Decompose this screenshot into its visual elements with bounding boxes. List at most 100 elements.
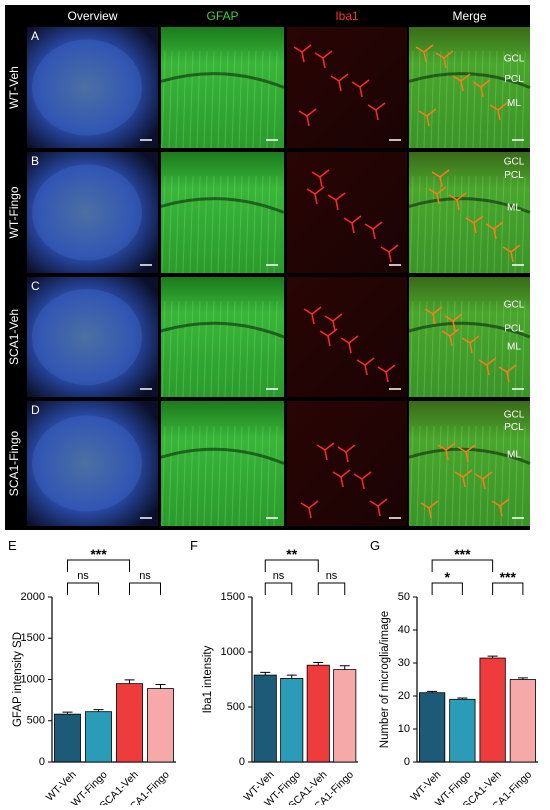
microglia xyxy=(353,471,372,490)
micrograph xyxy=(409,27,530,148)
fiber xyxy=(252,176,257,274)
fiber xyxy=(472,51,477,149)
fiber xyxy=(521,51,526,149)
column-header: Iba1 xyxy=(335,9,359,23)
fiber xyxy=(224,425,229,527)
panel-letter: F xyxy=(190,538,198,553)
panel-letter: E xyxy=(8,538,17,553)
y-tick-label: 30 xyxy=(398,657,410,669)
fiber xyxy=(245,51,250,149)
significance-label: *** xyxy=(90,546,107,562)
microglia xyxy=(356,357,375,376)
fiber xyxy=(182,300,187,398)
fiber xyxy=(479,176,484,274)
micrograph xyxy=(409,277,530,397)
significance-label: *** xyxy=(454,546,471,562)
bar xyxy=(306,664,330,763)
fiber xyxy=(196,176,201,274)
fiber xyxy=(259,51,264,149)
fiber xyxy=(238,51,243,149)
fiber xyxy=(210,300,215,398)
fiber xyxy=(245,425,250,527)
fiber xyxy=(259,300,264,398)
fiber xyxy=(507,176,512,274)
error-bar xyxy=(339,665,350,670)
fiber xyxy=(189,176,194,274)
microglia xyxy=(457,444,476,463)
significance-label: *** xyxy=(500,569,517,585)
fiber xyxy=(493,300,498,398)
microglia xyxy=(489,102,508,121)
fiber xyxy=(238,425,243,527)
fiber xyxy=(196,300,201,398)
fiber xyxy=(451,176,456,274)
fiber xyxy=(224,51,229,149)
bar xyxy=(85,711,112,763)
microglia xyxy=(472,79,491,98)
fiber xyxy=(231,425,236,527)
layer-label: ML xyxy=(507,98,521,109)
significance-bracket xyxy=(492,582,524,595)
fiber xyxy=(217,425,222,527)
bar xyxy=(333,669,357,763)
fiber xyxy=(252,51,257,149)
fiber xyxy=(416,300,421,398)
fiber xyxy=(521,300,526,398)
micrograph xyxy=(287,27,407,148)
fiber xyxy=(259,425,264,527)
fiber xyxy=(217,300,222,398)
fiber xyxy=(409,300,414,398)
y-tick-label: 2000 xyxy=(21,591,45,603)
layer-label: ML xyxy=(507,202,521,213)
fiber xyxy=(409,176,414,274)
micrograph xyxy=(287,277,407,397)
microglia xyxy=(437,442,456,461)
fiber xyxy=(210,176,215,274)
layer-label: GCL xyxy=(504,410,525,421)
microglia xyxy=(327,192,346,211)
microglia xyxy=(415,44,434,63)
fiber xyxy=(161,425,166,527)
fiber xyxy=(514,425,519,527)
significance-bracket xyxy=(67,559,130,572)
bar xyxy=(419,692,446,763)
fiber xyxy=(444,51,449,149)
y-tick-label: 0 xyxy=(39,756,45,768)
microglia xyxy=(502,244,521,263)
fiber xyxy=(465,51,470,149)
fiber xyxy=(196,425,201,527)
fiber xyxy=(507,425,512,527)
microglia xyxy=(300,500,319,519)
y-tick-label: 50 xyxy=(398,591,410,603)
error-bar xyxy=(124,679,135,684)
fiber xyxy=(252,300,257,398)
fiber xyxy=(182,176,187,274)
fiber xyxy=(416,176,421,274)
y-tick-label: 40 xyxy=(398,624,410,636)
fiber xyxy=(437,176,442,274)
row-label: SCA1-Fingo xyxy=(7,431,21,497)
error-bar xyxy=(62,711,73,715)
fiber xyxy=(266,425,271,527)
fiber xyxy=(465,425,470,527)
significance-bracket xyxy=(67,582,99,595)
purkinje-layer xyxy=(160,321,285,339)
fiber xyxy=(416,51,421,149)
fiber xyxy=(521,425,526,527)
purkinje-layer xyxy=(160,447,285,465)
fiber xyxy=(273,425,278,527)
error-bar xyxy=(286,674,297,679)
fiber xyxy=(514,300,519,398)
microglia xyxy=(351,79,370,98)
fiber xyxy=(273,300,278,398)
fiber xyxy=(189,425,194,527)
significance-label: ns xyxy=(77,570,89,582)
fiber xyxy=(175,425,180,527)
y-tick-label: 20 xyxy=(398,690,410,702)
fiber xyxy=(217,51,222,149)
fiber xyxy=(175,300,180,398)
fiber xyxy=(168,425,173,527)
micrograph xyxy=(161,27,284,148)
fiber xyxy=(231,51,236,149)
